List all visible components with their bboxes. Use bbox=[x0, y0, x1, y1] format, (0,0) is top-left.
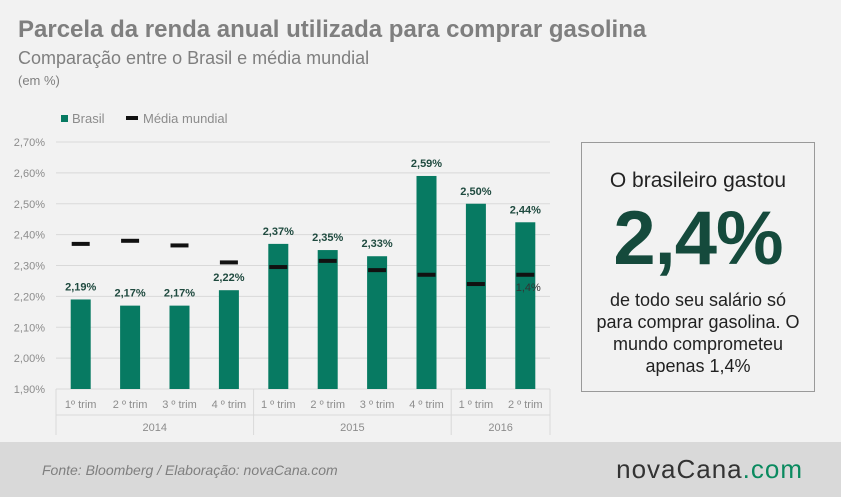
x-tick-label: 3 º trim bbox=[360, 399, 395, 411]
bar-brasil bbox=[70, 299, 91, 389]
y-tick-label: 1,90% bbox=[14, 384, 45, 396]
bar-brasil bbox=[465, 203, 486, 389]
bar-data-label: 2,37% bbox=[263, 226, 294, 238]
x-tick-label: 3 º trim bbox=[162, 399, 197, 411]
callout-body-text: de todo seu salário só para comprar gaso… bbox=[596, 290, 800, 376]
marker-media-mundial bbox=[219, 260, 238, 265]
chart-subtitle: Comparação entre o Brasil e média mundia… bbox=[18, 48, 370, 68]
legend-label-media-mundial: Média mundial bbox=[143, 111, 228, 126]
bar-data-label: 2,44% bbox=[510, 204, 541, 216]
marker-data-label: 1,4% bbox=[516, 282, 541, 294]
bar-data-label: 2,35% bbox=[312, 232, 343, 244]
bar-brasil bbox=[218, 290, 239, 389]
y-tick-label: 2,50% bbox=[14, 199, 45, 211]
chart-title: Parcela da renda anual utilizada para co… bbox=[18, 16, 647, 43]
x-tick-label: 1 º trim bbox=[261, 399, 296, 411]
bar-brasil bbox=[169, 305, 190, 389]
y-tick-label: 2,10% bbox=[14, 322, 45, 334]
bar-brasil bbox=[416, 175, 437, 389]
y-tick-label: 2,60% bbox=[14, 168, 45, 180]
bar-data-label: 2,17% bbox=[114, 288, 145, 300]
callout-big-number: 2,4% bbox=[613, 196, 783, 281]
marker-media-mundial bbox=[269, 265, 288, 270]
bar-data-label: 2,19% bbox=[65, 281, 96, 293]
bar-brasil bbox=[317, 250, 338, 389]
legend-swatch-media-mundial bbox=[126, 116, 138, 120]
marker-media-mundial bbox=[417, 272, 436, 277]
bar-brasil bbox=[367, 256, 388, 389]
marker-media-mundial bbox=[170, 243, 189, 248]
x-tick-label: 2 º trim bbox=[113, 399, 148, 411]
bar-data-label: 2,33% bbox=[361, 238, 392, 250]
marker-media-mundial bbox=[318, 258, 337, 263]
x-tick-label: 4 º trim bbox=[409, 399, 444, 411]
footer-bar: Fonte: Bloomberg / Elaboração: novaCana.… bbox=[0, 442, 841, 497]
x-group-label: 2014 bbox=[143, 422, 167, 434]
brand-name: novaCana bbox=[616, 454, 743, 484]
bar-data-label: 2,59% bbox=[411, 158, 442, 170]
legend-swatch-brasil bbox=[61, 115, 68, 122]
y-tick-label: 2,70% bbox=[14, 137, 45, 149]
legend-label-brasil: Brasil bbox=[72, 111, 105, 126]
x-tick-label: 1 º trim bbox=[459, 399, 494, 411]
marker-media-mundial bbox=[368, 268, 387, 273]
x-tick-label: 2 º trim bbox=[310, 399, 345, 411]
marker-media-mundial bbox=[71, 241, 90, 246]
y-tick-label: 2,40% bbox=[14, 230, 45, 242]
y-tick-label: 2,00% bbox=[14, 353, 45, 365]
y-tick-label: 2,20% bbox=[14, 291, 45, 303]
bar-data-label: 2,50% bbox=[460, 186, 491, 198]
x-group-label: 2016 bbox=[488, 422, 512, 434]
bar-data-label: 2,17% bbox=[164, 288, 195, 300]
brand-suffix: .com bbox=[742, 454, 803, 484]
callout-lead-text: O brasileiro gastou bbox=[609, 169, 787, 192]
bar-brasil bbox=[120, 305, 141, 389]
chart-plot: Brasil Média mundial 1,90% 2,00% 2,10% 2,20% 2… bbox=[14, 111, 551, 435]
callout-box: O brasileiro gastou 2,4% de todo seu sal… bbox=[581, 142, 815, 392]
marker-media-mundial bbox=[516, 272, 535, 277]
marker-media-mundial bbox=[121, 238, 140, 243]
source-note: Fonte: Bloomberg / Elaboração: novaCana.… bbox=[42, 462, 338, 478]
marker-media-mundial bbox=[466, 282, 485, 287]
chart-unit: (em %) bbox=[18, 73, 60, 88]
brand-logo: novaCana.com bbox=[616, 454, 803, 485]
x-tick-label: 1º trim bbox=[65, 399, 97, 411]
x-group-label: 2015 bbox=[340, 422, 364, 434]
y-tick-label: 2,30% bbox=[14, 261, 45, 273]
bar-brasil bbox=[515, 222, 536, 389]
bar-brasil bbox=[268, 243, 289, 389]
bar-data-label: 2,22% bbox=[213, 272, 244, 284]
x-tick-label: 4 º trim bbox=[212, 399, 247, 411]
x-tick-label: 2 º trim bbox=[508, 399, 543, 411]
